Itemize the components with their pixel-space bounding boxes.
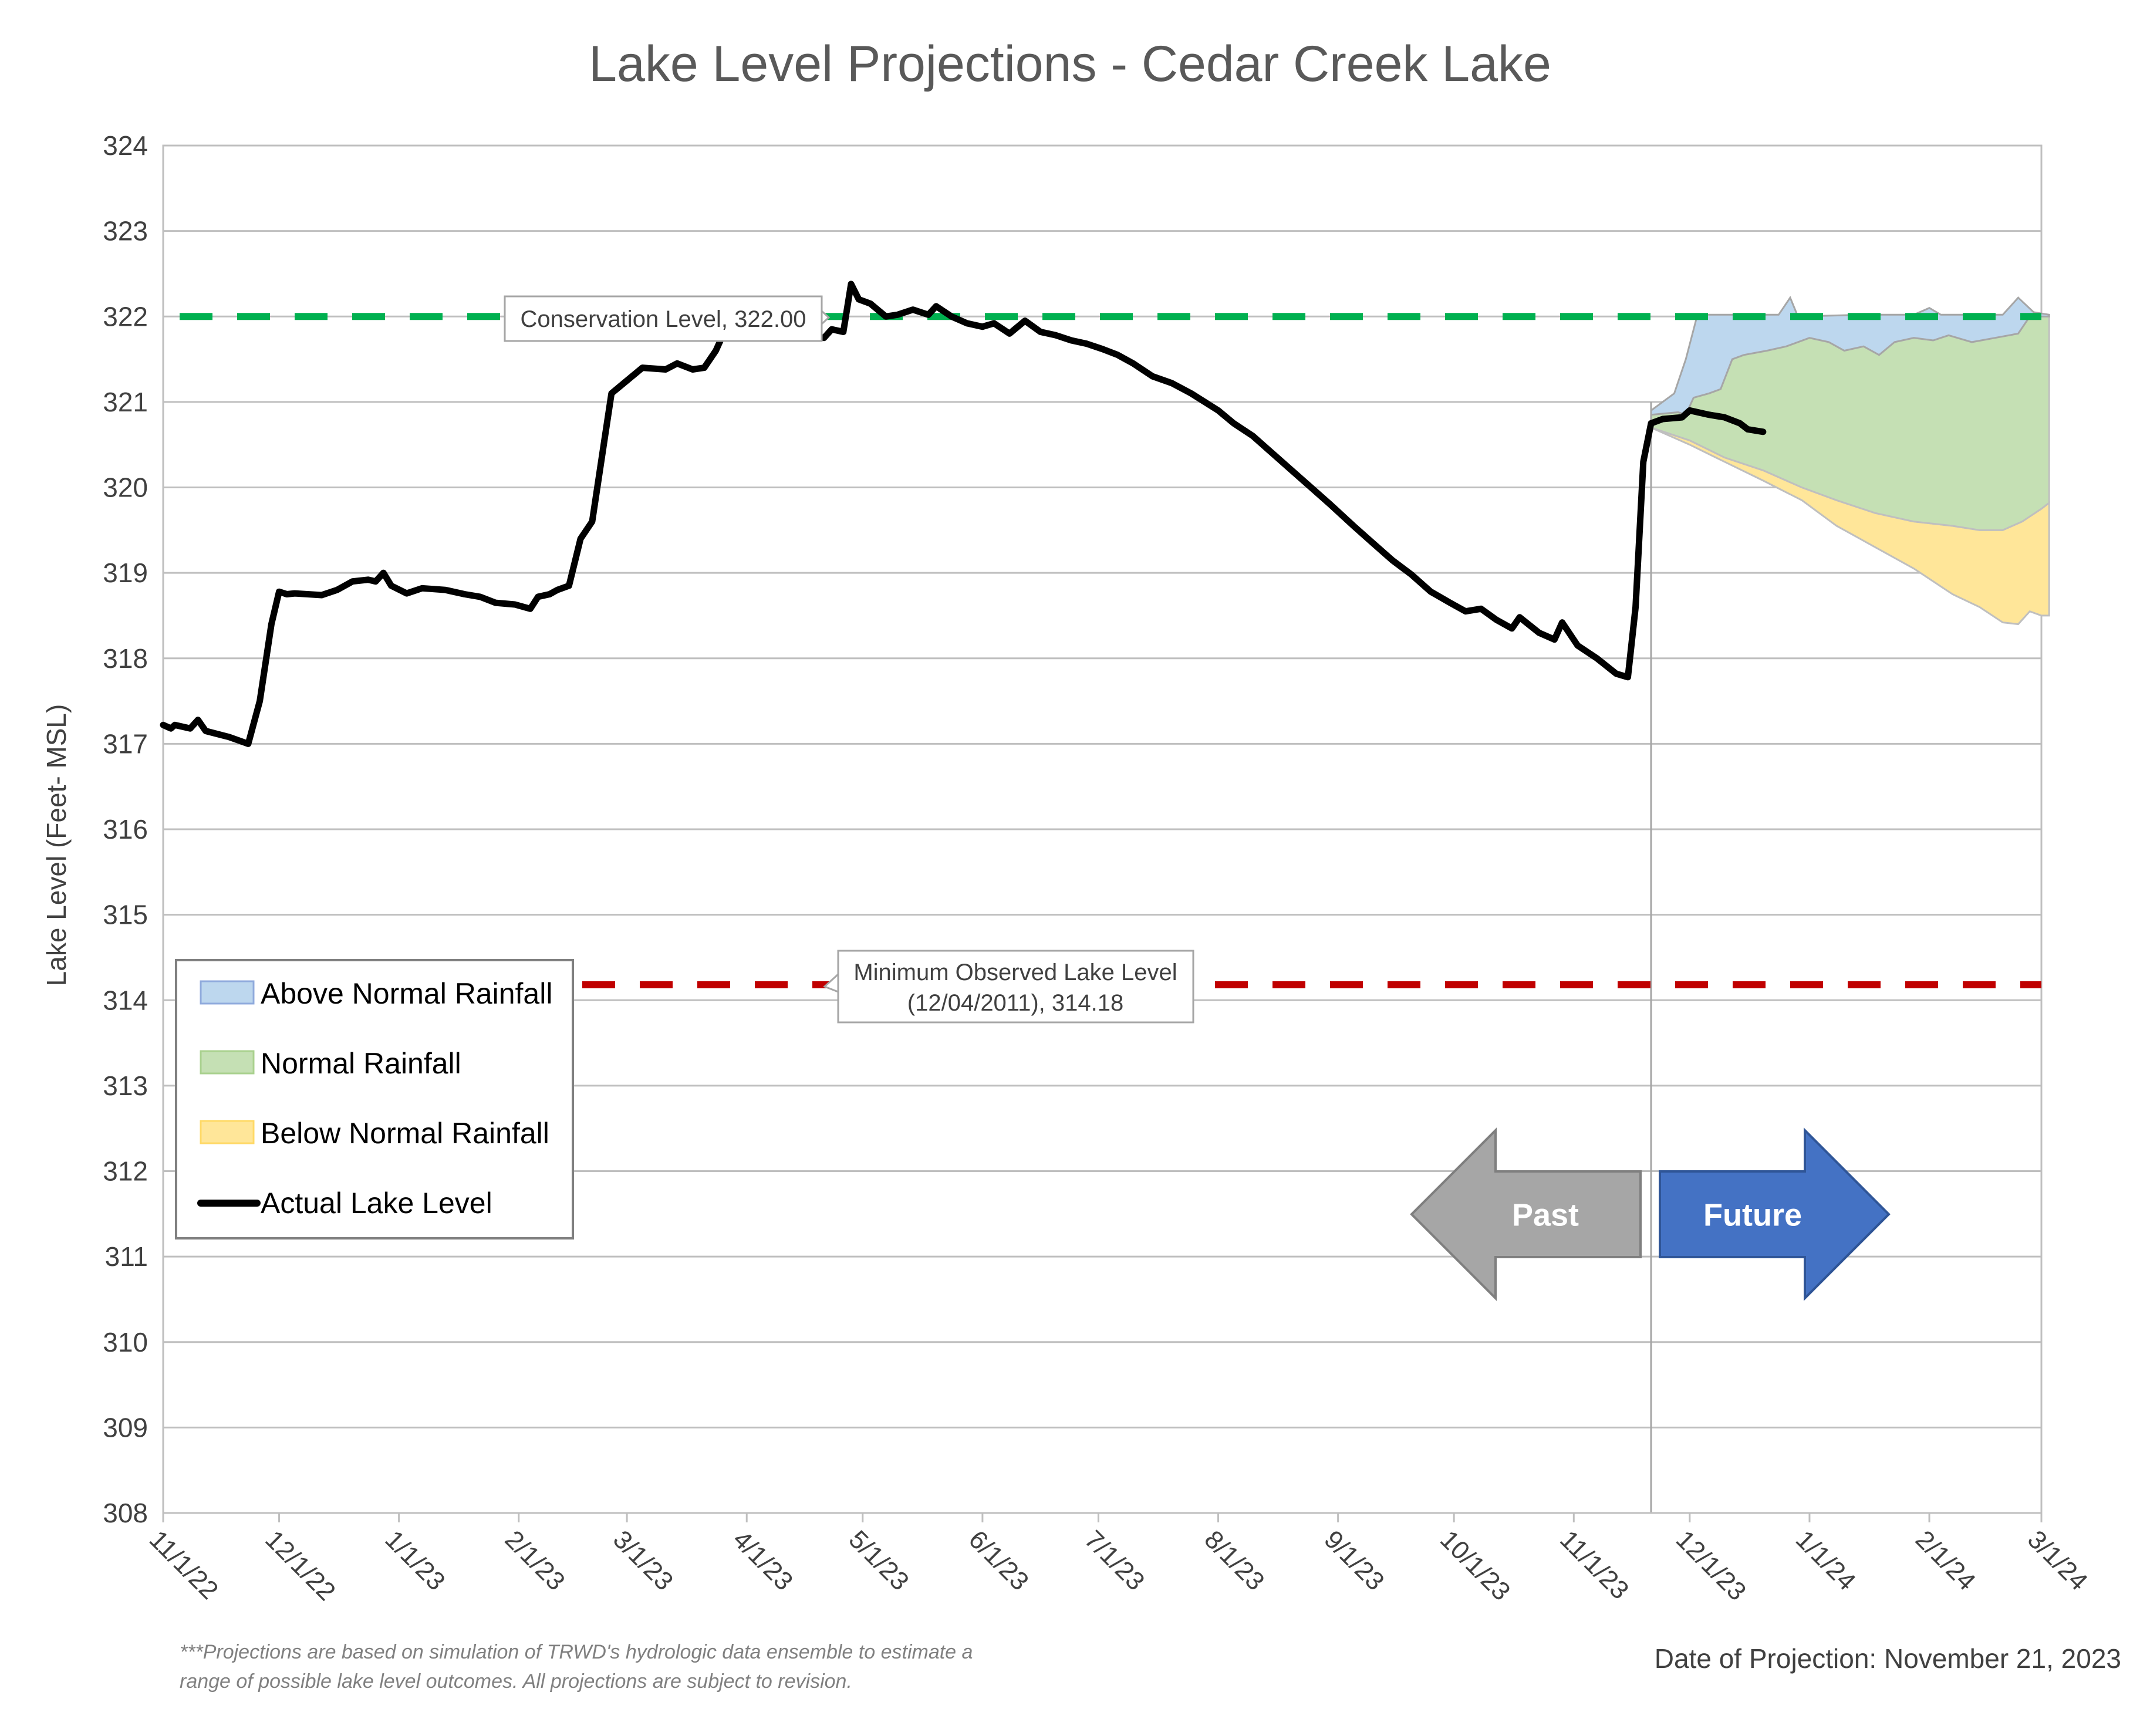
y-tick-label-315: 315 <box>103 900 148 930</box>
conservation-level-callout-box <box>504 295 823 342</box>
callouts: Conservation Level, 322.00 Minimum Observ… <box>504 295 1194 1024</box>
legend-swatch-below-normal <box>200 1120 255 1144</box>
past-arrow-shape <box>1410 1127 1642 1301</box>
actual-level-line-segment-1 <box>160 330 727 747</box>
future-arrow-label: Future <box>1703 1197 1802 1232</box>
legend-swatch-above-normal <box>200 980 255 1005</box>
y-tick-label-320: 320 <box>103 472 148 503</box>
y-tick-label-322: 322 <box>103 301 148 332</box>
conservation-level-callout-pointer <box>821 309 831 326</box>
projection-areas <box>1650 296 2050 626</box>
legend-label-below-normal: Below Normal Rainfall <box>261 1117 549 1150</box>
y-tick-label-324: 324 <box>103 130 148 161</box>
y-tick-label-310: 310 <box>103 1327 148 1357</box>
y-tick-label-323: 323 <box>103 216 148 246</box>
legend-label-normal: Normal Rainfall <box>261 1047 461 1080</box>
y-tick-label-319: 319 <box>103 558 148 588</box>
legend-label-actual-level: Actual Lake Level <box>261 1187 492 1220</box>
future-arrow-shape <box>1659 1127 1891 1301</box>
y-tick-label-311: 311 <box>105 1241 148 1272</box>
y-tick-label-314: 314 <box>103 985 148 1015</box>
conservation-level-label: Conservation Level, 322.00 <box>521 306 806 332</box>
legend-box <box>175 959 574 1239</box>
projection-date: Date of Projection: November 21, 2023 <box>1655 1643 2121 1674</box>
minimum-level-label-line-2: (12/04/2011), 314.18 <box>907 990 1123 1016</box>
y-tick-label-308: 308 <box>103 1498 148 1528</box>
actual-level-line-segment-2 <box>809 281 1767 681</box>
minimum-level-callout-box <box>837 950 1194 1024</box>
footnote-line-1: ***Projections are based on simulation o… <box>180 1641 973 1663</box>
future-arrow: Future <box>1659 1127 1891 1301</box>
minimum-level-label-line-1: Minimum Observed Lake Level <box>853 960 1177 985</box>
y-tick-label-316: 316 <box>103 814 148 845</box>
actual-level-layer <box>160 281 1767 747</box>
legend: Above Normal Rainfall Normal Rainfall Be… <box>175 959 574 1239</box>
legend-swatch-normal <box>200 1050 255 1075</box>
footnote-line-2: range of possible lake level outcomes. A… <box>180 1670 852 1693</box>
past-arrow: Past <box>1410 1127 1642 1301</box>
legend-label-above-normal: Above Normal Rainfall <box>261 977 552 1010</box>
y-tick-label-321: 321 <box>103 387 148 417</box>
y-tick-label-312: 312 <box>103 1156 148 1187</box>
past-arrow-label: Past <box>1512 1197 1579 1232</box>
y-tick-label-309: 309 <box>103 1412 148 1443</box>
area-above-normal-rainfall <box>1650 296 2050 416</box>
y-axis-label: Lake Level (Feet- MSL) <box>41 704 72 987</box>
y-tick-label-317: 317 <box>103 728 148 759</box>
y-tick-label-313: 313 <box>103 1070 148 1101</box>
y-tick-label-318: 318 <box>103 643 148 674</box>
chart-title: Lake Level Projections - Cedar Creek Lak… <box>589 36 1551 92</box>
